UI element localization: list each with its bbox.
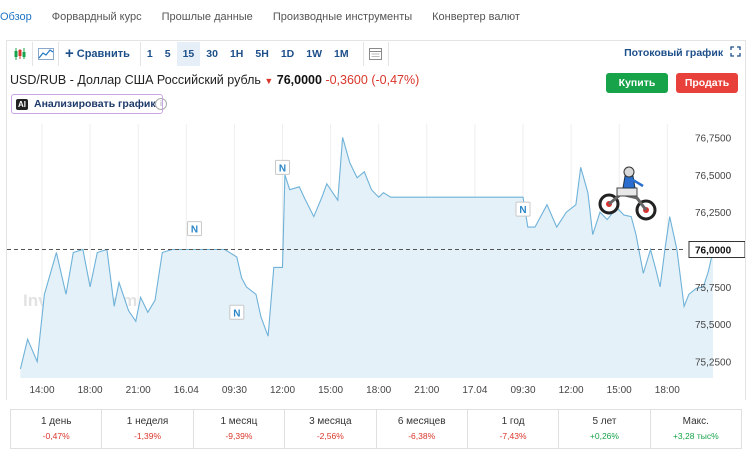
x-tick-label: 17.04 <box>462 385 487 396</box>
motorbike-rider-icon <box>598 166 657 221</box>
news-marker <box>186 221 202 237</box>
info-icon[interactable]: i <box>155 98 167 110</box>
x-tick-label: 15:00 <box>607 385 632 396</box>
x-tick-label: 16.04 <box>174 385 199 396</box>
timeframe-30[interactable]: 30 <box>206 47 218 60</box>
table-view-icon[interactable] <box>362 41 389 66</box>
period-cell[interactable]: 1 неделя -1,39% <box>102 410 194 448</box>
period-change: +0,26% <box>589 431 619 441</box>
period-change: -2,56% <box>316 431 344 441</box>
current-price-label: 76,0000 <box>695 246 732 257</box>
price-change: -0,3600 <box>325 73 368 87</box>
period-label: 1 месяц <box>220 416 258 427</box>
instrument-title: USD/RUB - Доллар США Российский рубль <box>10 73 261 87</box>
x-tick-label: 15:00 <box>318 385 343 396</box>
instrument-header: USD/RUB - Доллар США Российский рубль ▼ … <box>6 66 746 120</box>
timeframe-1m[interactable]: 1M <box>334 47 349 60</box>
streaming-chart-label: Потоковый график <box>624 47 724 59</box>
y-tick-label: 75,7500 <box>695 283 732 294</box>
news-marker-label: N <box>519 205 526 216</box>
x-tick-label: 21:00 <box>414 385 439 396</box>
period-cell[interactable]: Макс. +3,28 тыс% <box>651 410 741 448</box>
news-marker <box>515 201 531 217</box>
period-label: 1 неделя <box>126 416 169 427</box>
period-cell[interactable]: 5 лет +0,26% <box>559 410 651 448</box>
analyze-chart-button[interactable]: AI Анализировать график <box>11 94 163 114</box>
news-marker <box>275 159 290 175</box>
timeframe-1h[interactable]: 1H <box>229 47 244 60</box>
period-cell[interactable]: 3 месяца -2,56% <box>285 410 377 448</box>
x-tick-label: 18:00 <box>78 385 103 396</box>
plus-icon: + <box>65 45 74 62</box>
y-tick-label: 76,2500 <box>695 208 732 219</box>
timeframe-1[interactable]: 1 <box>146 47 153 60</box>
period-label: 3 месяца <box>309 416 352 427</box>
x-tick-label: 09:30 <box>222 385 247 396</box>
area-chart-icon[interactable] <box>33 41 59 66</box>
compare-label: Сравнить <box>76 47 130 60</box>
period-cell[interactable]: 1 месяц -9,39% <box>194 410 286 448</box>
performance-periods: 1 день -0,47% 1 неделя -1,39% 1 месяц -9,39% 3… <box>10 409 742 449</box>
buy-button[interactable]: Купить <box>606 73 668 93</box>
last-price: 76,0000 <box>276 73 322 87</box>
news-marker-label: N <box>233 308 240 319</box>
timeframe-1w[interactable]: 1W <box>306 47 322 60</box>
streaming-chart-link[interactable]: Потоковый график <box>624 41 741 65</box>
period-change: -6,38% <box>408 431 436 441</box>
y-tick-label: 75,5000 <box>695 320 732 331</box>
instrument-title-line: USD/RUB - Доллар США Российский рубль ▼ … <box>10 73 419 87</box>
period-change: -0,47% <box>42 431 70 441</box>
nav-currency-converter[interactable]: Конвертер валют <box>432 11 520 23</box>
nav-forward-rate[interactable]: Форвардный курс <box>51 11 142 23</box>
x-tick-label: 09:30 <box>510 385 535 396</box>
chart-toolbar: + Сравнить 1 5 15 30 1H 5H 1D 1W 1M Пото… <box>6 40 746 66</box>
news-marker <box>229 304 245 320</box>
news-marker-label: N <box>279 163 286 174</box>
period-cell[interactable]: 6 месяцев -6,38% <box>377 410 468 448</box>
x-tick-label: 12:00 <box>270 385 295 396</box>
x-tick-label: 18:00 <box>366 385 391 396</box>
down-arrow-icon: ▼ <box>264 76 274 86</box>
top-navigation: Обзор Форвардный курс Прошлые данные Про… <box>0 0 750 34</box>
period-change: +3,28 тыс% <box>672 431 719 441</box>
y-tick-label: 76,5000 <box>695 171 732 182</box>
period-label: Макс. <box>682 416 709 427</box>
price-line <box>19 137 714 370</box>
nav-historical-data[interactable]: Прошлые данные <box>161 11 253 23</box>
period-change: -1,39% <box>134 431 162 441</box>
period-change: -9,39% <box>225 431 253 441</box>
y-tick-label: 75,2500 <box>695 358 732 369</box>
period-cell[interactable]: 1 день -0,47% <box>11 410 103 448</box>
candlestick-icon[interactable] <box>7 41 33 66</box>
sell-button[interactable]: Продать <box>676 73 738 93</box>
y-tick-label: 76,7500 <box>695 133 732 144</box>
timeframe-5[interactable]: 5 <box>164 47 171 60</box>
period-label: 1 год <box>501 416 525 427</box>
timeframe-5h[interactable]: 5H <box>255 47 269 60</box>
x-tick-label: 21:00 <box>126 385 151 396</box>
compare-button[interactable]: + Сравнить <box>59 41 141 66</box>
ai-badge: AI <box>16 98 28 110</box>
nav-overview[interactable]: Обзор <box>0 11 32 23</box>
period-cell[interactable]: 1 год -7,43% <box>468 410 560 448</box>
current-price-badge <box>688 241 745 259</box>
nav-derivatives[interactable]: Производные инструменты <box>272 11 413 23</box>
price-change-percent: (-0,47%) <box>371 73 420 87</box>
news-marker-label: N <box>191 225 198 236</box>
period-label: 6 месяцев <box>397 416 446 427</box>
price-chart[interactable]: Investing.com76,750076,500076,250075,750… <box>6 120 746 400</box>
x-tick-label: 18:00 <box>655 385 680 396</box>
timeframe-1d[interactable]: 1D <box>280 47 295 60</box>
price-chart-svg[interactable]: Investing.com76,750076,500076,250075,750… <box>7 120 745 400</box>
x-tick-label: 12:00 <box>559 385 584 396</box>
period-label: 1 день <box>40 416 72 427</box>
price-area <box>20 137 713 378</box>
analyze-chart-label: Анализировать график <box>34 98 156 110</box>
x-tick-label: 14:00 <box>29 385 54 396</box>
period-label: 5 лет <box>592 416 617 427</box>
timeframe-15[interactable]: 15 <box>176 41 201 66</box>
expand-icon <box>730 46 741 57</box>
period-change: -7,43% <box>499 431 527 441</box>
